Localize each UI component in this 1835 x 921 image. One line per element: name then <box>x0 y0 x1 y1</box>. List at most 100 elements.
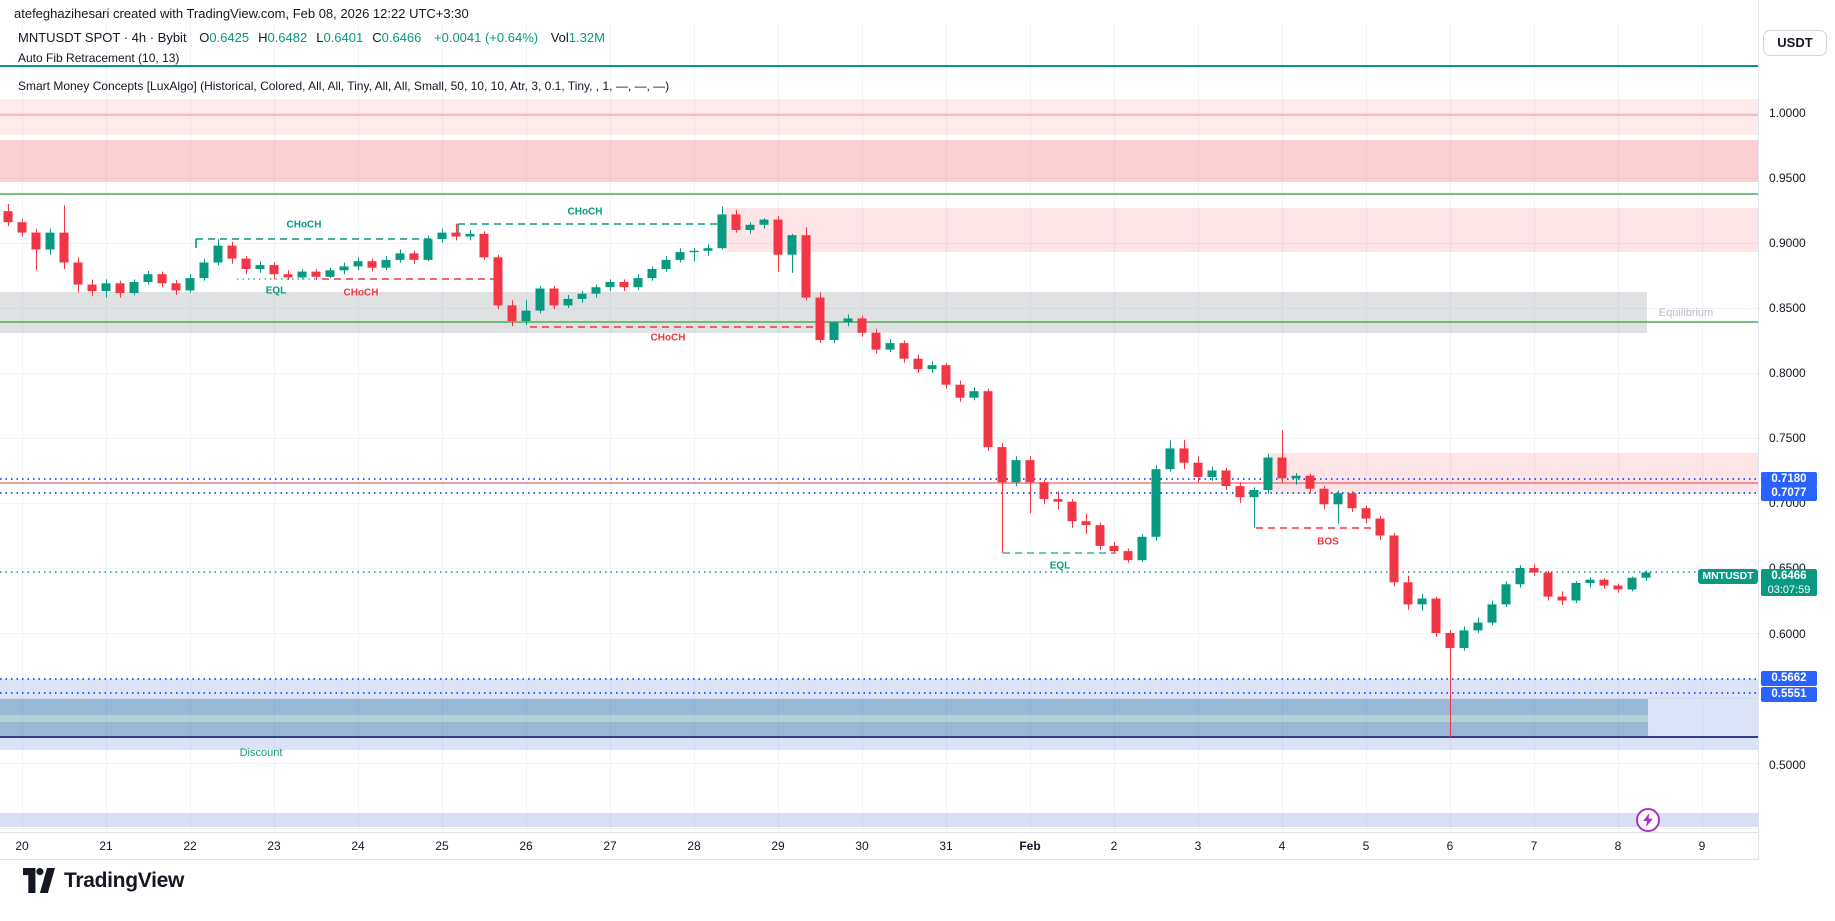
change-value: +0.0041 (+0.64%) <box>434 30 539 45</box>
date-tick-31: 31 <box>939 839 953 853</box>
candle-body <box>899 343 909 359</box>
candle-body <box>1403 582 1413 605</box>
ohlc-key: C <box>372 30 382 45</box>
candle-body <box>1417 598 1427 605</box>
choch-up-1-label: CHoCH <box>286 219 322 231</box>
candle-body <box>941 365 951 385</box>
time-axis[interactable]: 20 21 22 23 24 25 26 27 28 29 30 31 Feb 2 3 4 5 6 7 8 9 <box>0 832 1758 860</box>
symbol-price-pill: MNTUSDT <box>1698 569 1758 584</box>
candle-body <box>1333 493 1343 505</box>
candle-body <box>871 332 881 350</box>
candle-body <box>339 266 349 271</box>
price-tick-0.5000: 0.5000 <box>1769 758 1806 772</box>
candle-body <box>927 365 937 370</box>
structure-lines-layer <box>195 223 1374 554</box>
candle-body <box>549 288 559 306</box>
date-tick-27: 27 <box>603 839 617 853</box>
candle-body <box>731 214 741 230</box>
ohlc-value: 0.6401 <box>323 30 364 45</box>
candle-body <box>675 252 685 260</box>
candle-body <box>801 235 811 298</box>
candle-body <box>451 232 461 237</box>
date-tick-6: 6 <box>1446 839 1454 853</box>
candle-body <box>1627 577 1637 590</box>
candle-body <box>885 343 895 350</box>
supply-zone-feb4 <box>1270 453 1758 494</box>
candle-body <box>591 287 601 294</box>
candle-body <box>815 297 825 340</box>
symbol-title[interactable]: MNTUSDT SPOT · 4h · Bybit <box>18 30 187 45</box>
candle-body <box>1053 499 1063 502</box>
candle-body <box>311 271 321 277</box>
candle-body <box>255 265 265 269</box>
candle-body <box>955 384 965 398</box>
candle-body <box>1389 535 1399 583</box>
gridlines-layer <box>0 24 1758 832</box>
price-axis[interactable]: 1.0000 0.9500 0.9000 0.8500 0.8000 0.7500 0.70… <box>1758 0 1835 860</box>
fib-indicator-legend[interactable]: Auto Fib Retracement (10, 13) <box>18 51 180 65</box>
lower-lavender-band <box>0 813 1758 827</box>
zones-layer <box>0 99 1758 827</box>
candle-body <box>423 239 433 260</box>
date-tick-22: 22 <box>183 839 197 853</box>
attribution-text: atefeghazihesari created with TradingVie… <box>14 6 469 21</box>
badge-0-7077: 0.7077 <box>1761 486 1817 501</box>
date-tick-Feb: Feb <box>1019 839 1041 853</box>
date-tick-8: 8 <box>1614 839 1622 853</box>
candle-body <box>1641 572 1651 578</box>
candle-body <box>1319 488 1329 505</box>
candle-body <box>1109 545 1119 552</box>
candle-body <box>1291 475 1301 479</box>
candle-body <box>1151 469 1161 537</box>
candle-body <box>129 282 139 294</box>
candle-body <box>521 310 531 321</box>
footer: TradingView <box>23 868 184 893</box>
symbol-legend-row[interactable]: MNTUSDT SPOT · 4h · Bybit O0.6425 H0.6482… <box>18 28 669 48</box>
badge-current-price: 0.6466 03:07:59 <box>1761 569 1817 596</box>
date-tick-30: 30 <box>855 839 869 853</box>
level-lines-layer <box>0 65 1758 738</box>
price-tick-0.6000: 0.6000 <box>1769 627 1806 641</box>
date-tick-26: 26 <box>519 839 533 853</box>
candle-body <box>1613 585 1623 590</box>
candle-body <box>759 219 769 225</box>
candle-body <box>381 259 391 268</box>
date-tick-7: 7 <box>1530 839 1538 853</box>
chart-pane[interactable]: CHoCH CHoCH EQL CHoCH CHoCH EQL BOS Equilibrium… <box>0 0 1758 860</box>
lightning-bolt-glyph <box>1643 813 1653 827</box>
supply-zone-jan29 <box>725 208 1758 252</box>
ohlc-key: H <box>258 30 268 45</box>
candle-body <box>1277 457 1287 479</box>
candle-body <box>647 269 657 279</box>
price-tick-1.0000: 1.0000 <box>1769 106 1806 120</box>
candle-body <box>1487 604 1497 623</box>
event-lightning-icon[interactable] <box>1636 808 1660 832</box>
date-tick-5: 5 <box>1362 839 1370 853</box>
ohlc-value: 0.6482 <box>267 30 308 45</box>
candle-body <box>1179 448 1189 463</box>
candle-body <box>1081 521 1091 526</box>
candle-body <box>1137 536 1147 561</box>
currency-toggle-button[interactable]: USDT <box>1763 30 1827 56</box>
candles-layer <box>3 204 1651 737</box>
price-tick-0.8500: 0.8500 <box>1769 301 1806 315</box>
candle-body <box>157 274 167 284</box>
candle-body <box>535 288 545 311</box>
candle-body <box>577 293 587 299</box>
candle-body <box>689 250 699 253</box>
chart-legend: MNTUSDT SPOT · 4h · Bybit O0.6425 H0.6482… <box>18 28 669 96</box>
candle-body <box>17 222 27 233</box>
candle-body <box>31 232 41 250</box>
candle-body <box>171 283 181 291</box>
candle-body <box>1361 508 1371 519</box>
candle-body <box>3 211 13 223</box>
candle-body <box>45 232 55 250</box>
plot-svg[interactable] <box>0 0 1758 860</box>
badge-0-5551: 0.5551 <box>1761 687 1817 702</box>
date-tick-20: 20 <box>15 839 29 853</box>
candle-body <box>1039 482 1049 500</box>
candle-body <box>1123 551 1133 561</box>
smc-indicator-legend[interactable]: Smart Money Concepts [LuxAlgo] (Historic… <box>18 79 670 93</box>
candle-body <box>73 262 83 285</box>
